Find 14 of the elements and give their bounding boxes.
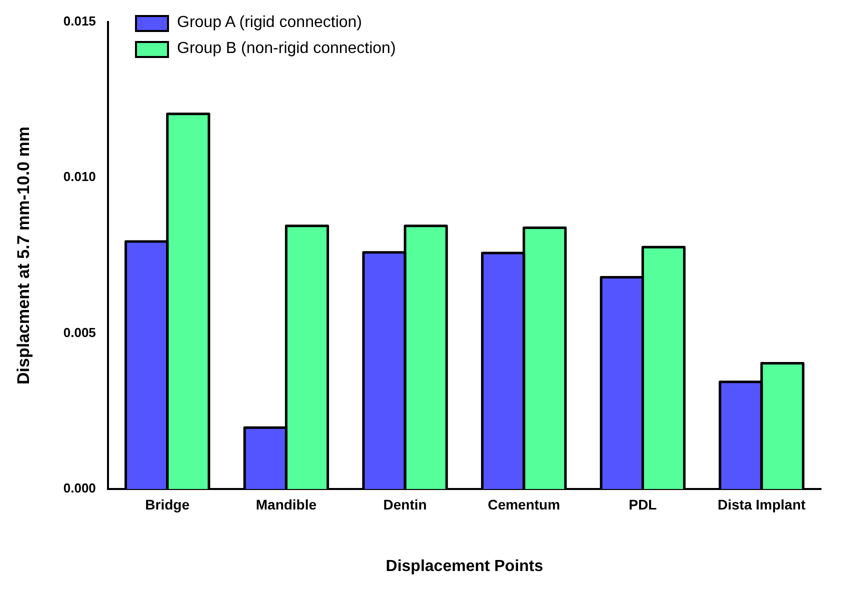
y-tick-label: 0.015 — [63, 14, 96, 29]
x-tick-label: Dentin — [383, 496, 427, 512]
legend-label: Group B (non-rigid connection) — [177, 39, 396, 59]
y-tick-label: 0.005 — [63, 324, 96, 340]
x-tick-label: PDL — [628, 496, 658, 512]
x-tick-label: Dista Implant — [718, 496, 806, 512]
y-tick-label: 0.000 — [63, 480, 96, 496]
x-tick-label: Bridge — [145, 496, 190, 512]
x-axis-title: Displacement Points — [386, 558, 544, 575]
x-tick-label: Cementum — [488, 496, 560, 512]
y-tick-label: 0.010 — [63, 169, 96, 184]
legend-label: Group A (rigid connection) — [177, 13, 362, 33]
x-tick-label: Mandible — [256, 496, 317, 512]
y-axis-title: Displacment at 5.7 mm-10.0 mm — [14, 126, 33, 384]
